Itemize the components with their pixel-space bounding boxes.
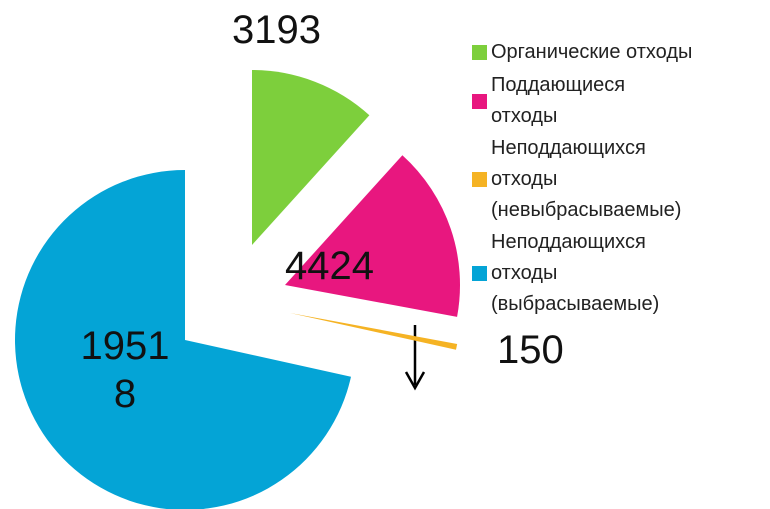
legend-swatch <box>472 172 487 187</box>
legend-label: Неподдающихся отходы (невыбрасываемые) <box>491 137 682 221</box>
data-label: 4424 <box>285 244 374 288</box>
legend-swatch <box>472 266 487 281</box>
pie-slice <box>290 313 458 350</box>
pie-slice <box>285 155 460 317</box>
pie-slice <box>252 70 370 245</box>
legend-item: Неподдающихся отходы (невыбрасываемые) <box>472 133 702 226</box>
data-label: 3193 <box>232 8 321 52</box>
legend-swatch <box>472 45 487 60</box>
legend-swatch <box>472 93 487 109</box>
legend-item: Поддающиеся отходы <box>472 70 672 132</box>
legend-item: Органические отходы <box>472 37 762 68</box>
legend-label: Поддающиеся отходы <box>491 74 626 127</box>
data-label: 150 <box>497 328 564 372</box>
arrow <box>404 325 426 391</box>
data-label: 19518 <box>80 324 170 416</box>
legend-label: Органические отходы <box>491 41 693 63</box>
pie-slice <box>15 170 351 509</box>
legend-label: Неподдающихся отходы (выбрасываемые) <box>491 231 660 315</box>
legend-item: Неподдающихся отходы (выбрасываемые) <box>472 227 702 320</box>
